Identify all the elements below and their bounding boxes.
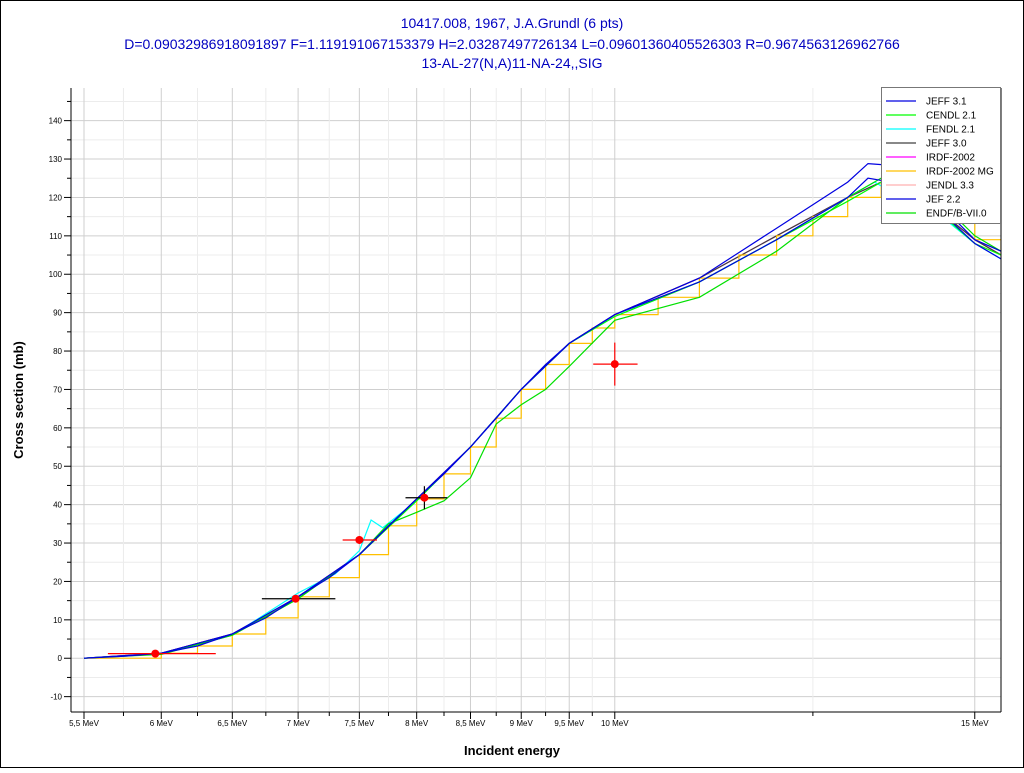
y-tick-label: 100 [49, 270, 63, 279]
x-tick-label: 15 MeV [961, 719, 989, 728]
series-line-jeff-3-1 [83, 162, 1001, 659]
legend-label: JEFF 3.1 [926, 97, 967, 108]
x-tick-label: 7 MeV [287, 719, 311, 728]
y-tick-label: 50 [53, 462, 62, 471]
y-tick-label: 40 [53, 501, 62, 510]
y-tick-label: 70 [53, 385, 62, 394]
x-tick-label: 10 MeV [601, 719, 629, 728]
x-tick-label: 6,5 MeV [217, 719, 247, 728]
y-axis-label: Cross section (mb) [11, 341, 26, 459]
data-point [291, 594, 300, 603]
y-tick-label: 20 [53, 577, 62, 586]
y-tick-label: 30 [53, 539, 62, 548]
legend-box [881, 87, 1001, 224]
x-tick-label: 9,5 MeV [554, 719, 584, 728]
y-tick-label: 110 [49, 232, 62, 241]
y-tick-label: 130 [49, 155, 63, 164]
data-point [355, 535, 364, 544]
legend-label: JEFF 3.0 [926, 139, 967, 150]
data-point [151, 649, 160, 658]
x-tick-label: 5,5 MeV [69, 719, 99, 728]
legend-label: JEF 2.2 [926, 195, 961, 206]
x-tick-label: 6 MeV [150, 719, 174, 728]
data-points [107, 342, 638, 658]
x-tick-label: 8,5 MeV [456, 719, 486, 728]
y-tick-label: 120 [49, 193, 63, 202]
legend: JEFF 3.1 CENDL 2.1 FENDL 2.1 JEFF 3.0 IRDF-2… [881, 87, 1001, 224]
x-tick-label: 8 MeV [405, 719, 429, 728]
y-tick-label: 60 [53, 424, 62, 433]
legend-label: IRDF-2002 [926, 153, 975, 164]
data-point [420, 493, 429, 502]
data-point [610, 360, 619, 369]
x-tick-label: 9 MeV [510, 719, 534, 728]
x-axis-label: Incident energy [464, 743, 561, 758]
legend-label: CENDL 2.1 [926, 111, 977, 122]
plot-area [71, 88, 1001, 712]
legend-label: IRDF-2002 MG [926, 167, 994, 178]
legend-label: FENDL 2.1 [926, 125, 976, 136]
y-tick-label: 140 [49, 117, 63, 126]
y-tick-label: -10 [50, 693, 62, 702]
y-tick-label: 90 [53, 309, 62, 318]
x-tick-label: 7,5 MeV [344, 719, 374, 728]
grid [71, 88, 1001, 712]
axes: -10 0 10 20 30 40 50 60 70 80 90 100 110 120 130 140 5,5… [49, 88, 1002, 728]
legend-label: JENDL 3.3 [926, 181, 974, 192]
y-tick-label: 80 [53, 347, 62, 356]
chart-title-line-3: 13-AL-27(N,A)11-NA-24,,SIG [421, 55, 602, 71]
y-tick-label: 10 [53, 616, 62, 625]
chart-title-line-1: 10417.008, 1967, J.A.Grundl (6 pts) [401, 15, 624, 31]
y-tick-label: 0 [58, 654, 63, 663]
legend-label: ENDF/B-VII.0 [926, 209, 987, 220]
chart-title-line-2: D=0.09032986918091897 F=1.11919106715337… [124, 36, 900, 52]
